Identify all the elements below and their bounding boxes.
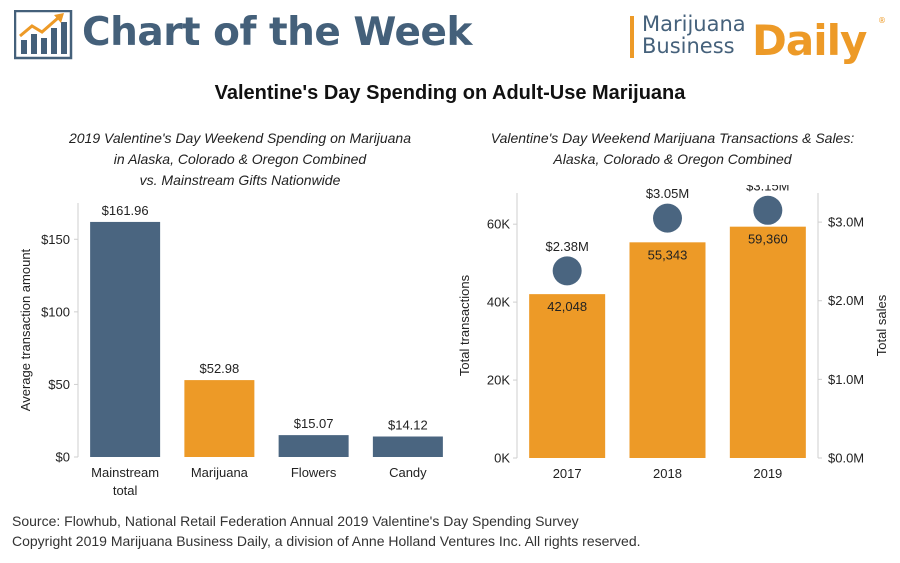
left-axis-title: Total transactions (457, 274, 472, 376)
x-category-label: Candy (389, 465, 427, 480)
x-category-label: 2017 (553, 466, 582, 481)
bar-value-label: $161.96 (102, 203, 149, 218)
transaction-label: 42,048 (547, 299, 587, 314)
bar-value-label: $52.98 (199, 361, 239, 376)
logo-daily: Daily (752, 16, 867, 65)
x-category-label: Marijuana (191, 465, 249, 480)
y-tick-label: $50 (48, 377, 70, 392)
chart-logo-icon (14, 10, 73, 60)
right-combo-chart: 0K 20K 40K 60K $0.0M $1.0M $2.0M $3.0M Total tra… (457, 185, 889, 481)
mbd-logo: Marijuana Business Daily ® (630, 12, 890, 68)
sales-label: $3.05M (646, 186, 689, 201)
left-chart-title-line: in Alaska, Colorado & Oregon Combined (113, 151, 367, 167)
sales-dot (552, 256, 582, 286)
left-chart-title: 2019 Valentine's Day Weekend Spending on… (20, 128, 460, 191)
left-tick-label: 20K (487, 373, 510, 388)
logo-line-1: Marijuana (642, 12, 746, 36)
logo-accent-bar (630, 16, 634, 58)
transaction-label: 55,343 (648, 247, 688, 262)
right-tick-label: $2.0M (828, 293, 864, 308)
left-chart-title-line: vs. Mainstream Gifts Nationwide (139, 172, 341, 188)
right-tick-label: $1.0M (828, 372, 864, 387)
header-title: Chart of the Week (82, 10, 472, 55)
left-tick-label: 0K (494, 451, 510, 466)
logo-registered: ® (878, 16, 886, 25)
bar (278, 435, 349, 457)
main-title: Valentine's Day Spending on Adult-Use Ma… (214, 82, 686, 104)
transaction-bar (629, 242, 706, 458)
x-category-label: 2019 (753, 466, 782, 481)
right-chart-title-line: Valentine's Day Weekend Marijuana Transa… (490, 130, 855, 146)
transaction-bar (529, 294, 606, 458)
left-tick-label: 40K (487, 295, 510, 310)
left-chart-title-line: 2019 Valentine's Day Weekend Spending on… (68, 130, 411, 146)
right-chart-title-line: Alaska, Colorado & Oregon Combined (553, 151, 792, 167)
transaction-label: 59,360 (748, 232, 788, 247)
footer: Source: Flowhub, National Retail Federat… (12, 511, 641, 551)
transaction-bar (729, 226, 806, 458)
x-category-label: total (113, 483, 138, 498)
right-chart-title: Valentine's Day Weekend Marijuana Transa… (455, 128, 890, 170)
source-note: Source: Flowhub, National Retail Federat… (12, 513, 579, 529)
sales-dot (753, 195, 783, 225)
x-category-label: 2018 (653, 466, 682, 481)
right-axis-title: Total sales (874, 294, 889, 356)
right-tick-label: $3.0M (828, 215, 864, 230)
y-axis-title: Average transaction amount (18, 248, 33, 411)
bar-value-label: $14.12 (388, 418, 428, 433)
bar (90, 221, 161, 457)
sales-dot (653, 203, 682, 233)
right-tick-label: $0.0M (828, 451, 864, 466)
left-bar-chart: $0 $50 $100 $150 Average transaction amount $… (18, 203, 443, 498)
x-category-label: Flowers (291, 465, 337, 480)
logo-line-2: Business (642, 34, 735, 58)
copyright-note: Copyright 2019 Marijuana Business Daily,… (12, 533, 641, 549)
bar-value-label: $15.07 (294, 416, 334, 431)
x-category-label: Mainstream (91, 465, 159, 480)
sales-label: $2.38M (545, 239, 588, 254)
header: Chart of the Week Marijuana Business Dai… (0, 0, 900, 70)
y-tick-label: $150 (41, 232, 70, 247)
y-tick-label: $100 (41, 304, 70, 319)
y-tick-label: $0 (56, 450, 70, 465)
left-tick-label: 60K (487, 217, 510, 232)
bar (372, 436, 443, 457)
bar (184, 380, 255, 457)
sales-label: $3.15M (746, 185, 789, 193)
